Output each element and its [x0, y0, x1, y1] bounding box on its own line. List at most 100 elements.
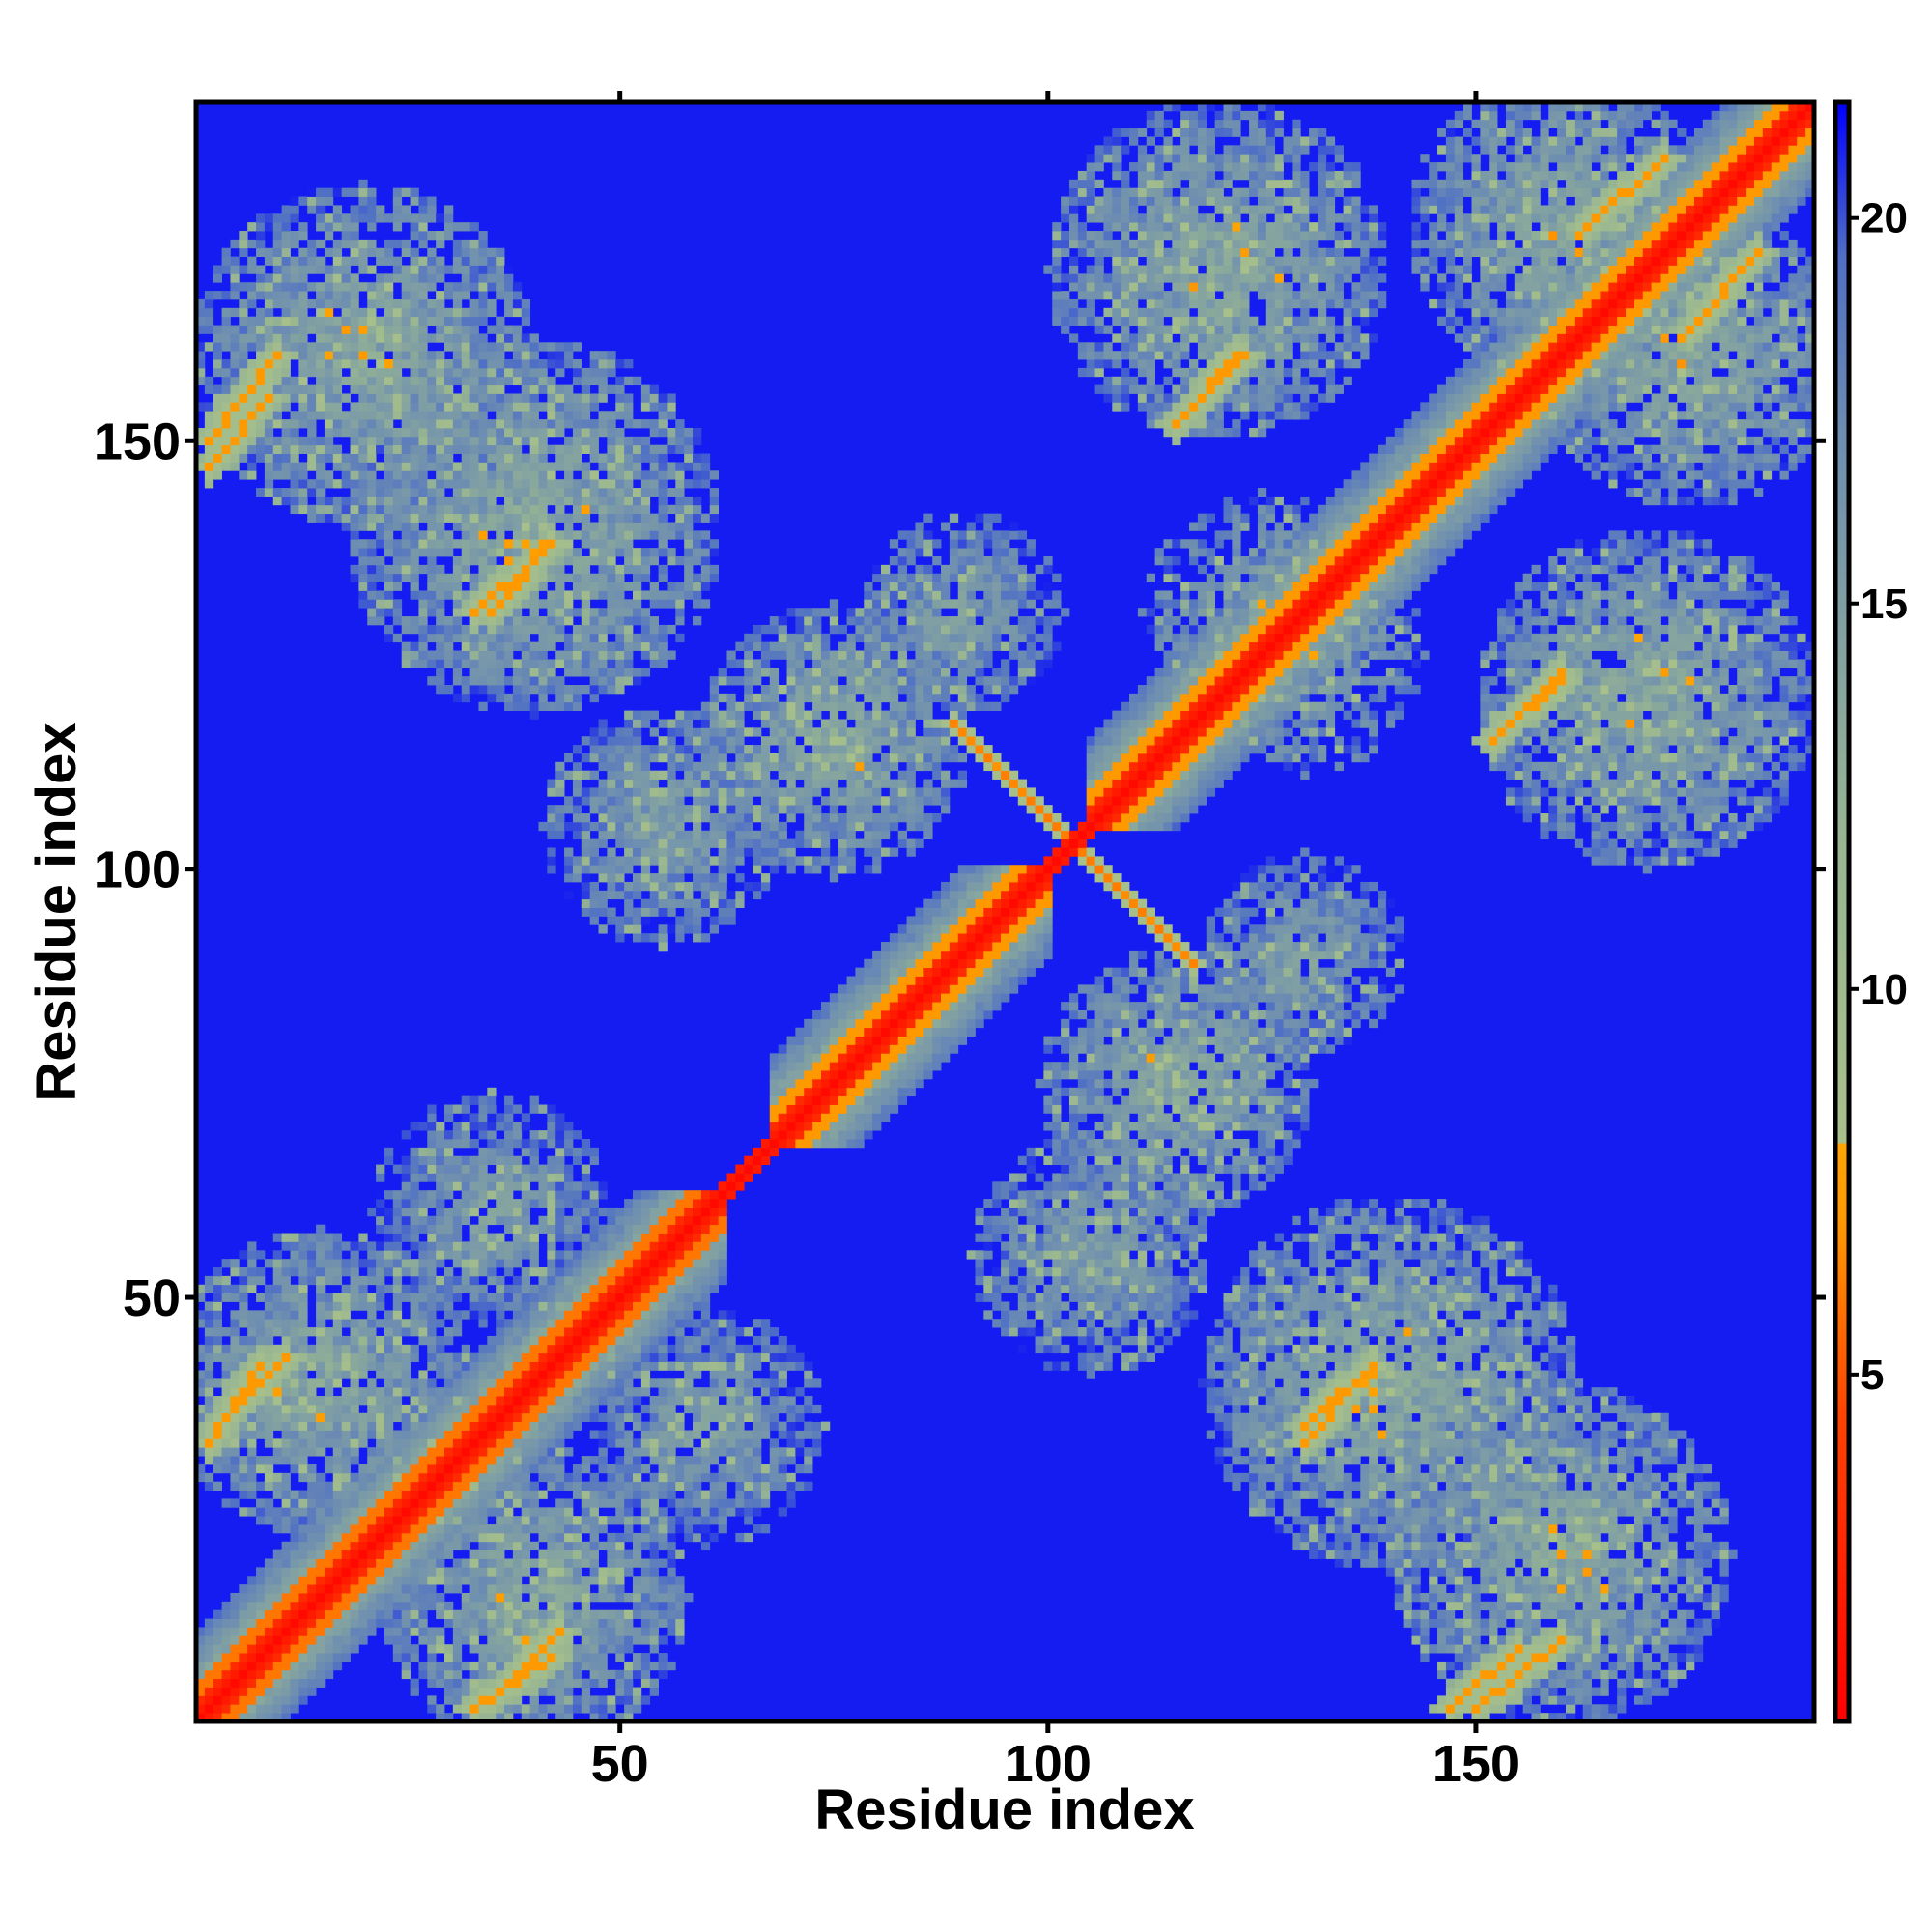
heatmap-cell: [615, 624, 625, 635]
heatmap-cell: [264, 1592, 274, 1603]
heatmap-cell: [564, 453, 574, 463]
heatmap-cell: [316, 291, 326, 300]
heatmap-cell: [204, 1301, 214, 1311]
heatmap-cell: [529, 1352, 539, 1362]
heatmap-cell: [256, 1250, 266, 1260]
heatmap-cell: [324, 376, 334, 386]
heatmap-cell: [529, 513, 539, 523]
heatmap-cell: [221, 1259, 231, 1268]
heatmap-cell: [298, 265, 308, 274]
heatmap-cell: [307, 444, 317, 454]
heatmap-cell: [461, 436, 470, 446]
heatmap-cell: [247, 1627, 257, 1636]
heatmap-cell: [512, 1284, 523, 1294]
heatmap-cell: [538, 1104, 548, 1114]
heatmap-cell: [298, 1541, 308, 1551]
heatmap-cell: [512, 616, 523, 626]
heatmap-cell: [230, 1463, 240, 1474]
heatmap-cell: [496, 444, 505, 454]
heatmap-cell: [392, 470, 403, 480]
heatmap-cell: [256, 1713, 266, 1721]
heatmap-cell: [324, 359, 334, 369]
heatmap-cell: [512, 393, 523, 403]
heatmap-cell: [384, 582, 394, 591]
heatmap-cell: [496, 1516, 505, 1525]
heatmap-cell: [461, 1250, 470, 1260]
heatmap-cell: [247, 1635, 257, 1645]
heatmap-cell: [264, 1558, 274, 1568]
heatmap-cell: [367, 1310, 377, 1320]
heatmap-cell: [376, 608, 385, 617]
heatmap-cell: [469, 1687, 479, 1696]
heatmap-cell: [221, 256, 231, 266]
heatmap-cell: [324, 1344, 334, 1354]
heatmap-cell: [469, 333, 479, 343]
heatmap-cell: [221, 333, 231, 343]
heatmap-cell: [358, 1507, 368, 1517]
heatmap-cell: [487, 548, 497, 557]
heatmap-cell: [496, 582, 505, 591]
heatmap-cell: [581, 1319, 591, 1328]
heatmap-cell: [436, 582, 445, 591]
heatmap-cell: [461, 1618, 470, 1628]
heatmap-cell: [392, 548, 403, 557]
heatmap-cell: [547, 1352, 556, 1362]
heatmap-cell: [589, 1233, 599, 1242]
heatmap-cell: [367, 1387, 377, 1397]
heatmap-cell: [564, 1370, 574, 1379]
heatmap-cell: [589, 1669, 599, 1680]
heatmap-cell: [418, 1490, 428, 1499]
heatmap-cell: [290, 342, 299, 352]
heatmap-cell: [341, 513, 351, 523]
heatmap-cell: [367, 196, 377, 206]
heatmap-cell: [640, 1430, 651, 1439]
heatmap-cell: [624, 1412, 634, 1423]
heatmap-cell: [376, 342, 385, 352]
heatmap-cell: [272, 1635, 283, 1645]
heatmap-cell: [230, 1430, 240, 1439]
heatmap-cell: [332, 479, 343, 489]
heatmap-cell: [332, 351, 343, 360]
heatmap-cell: [350, 1516, 359, 1525]
heatmap-cell: [392, 273, 403, 283]
heatmap-cell: [504, 359, 514, 369]
heatmap-cell: [384, 1378, 394, 1388]
heatmap-cell: [307, 411, 317, 420]
heatmap-cell: [581, 555, 591, 566]
heatmap-cell: [213, 1644, 222, 1654]
heatmap-cell: [410, 367, 419, 378]
heatmap-cell: [418, 1215, 428, 1226]
heatmap-cell: [427, 1301, 437, 1311]
heatmap-cell: [332, 1310, 343, 1320]
heatmap-cell: [547, 1293, 556, 1302]
heatmap-cell: [478, 1678, 488, 1688]
heatmap-cell: [358, 470, 368, 480]
heatmap-cell: [401, 282, 411, 292]
heatmap-cell: [307, 325, 317, 334]
heatmap-cell: [272, 247, 283, 258]
heatmap-cell: [298, 1635, 308, 1645]
heatmap-cell: [624, 1713, 634, 1721]
heatmap-cell: [221, 376, 231, 386]
heatmap-cell: [547, 624, 556, 635]
heatmap-cell: [281, 342, 291, 352]
heatmap-cell: [564, 1173, 574, 1182]
heatmap-cell: [392, 1498, 403, 1508]
heatmap-cell: [367, 367, 377, 378]
heatmap-cell: [264, 1661, 274, 1671]
heatmap-cell: [204, 411, 214, 420]
heatmap-cell: [376, 1319, 385, 1328]
heatmap-cell: [324, 402, 334, 412]
heatmap-cell: [367, 384, 377, 394]
heatmap-cell: [496, 1412, 505, 1423]
heatmap-cell: [272, 470, 283, 480]
heatmap-cell: [624, 1224, 634, 1234]
heatmap-cell: [239, 1275, 248, 1286]
heatmap-cell: [521, 470, 531, 480]
heatmap-cell: [640, 1447, 651, 1457]
heatmap-cell: [452, 325, 463, 334]
heatmap-cell: [589, 1678, 599, 1688]
heatmap-cell: [496, 1669, 505, 1680]
heatmap-cell: [341, 1490, 351, 1499]
heatmap-cell: [598, 1669, 608, 1680]
